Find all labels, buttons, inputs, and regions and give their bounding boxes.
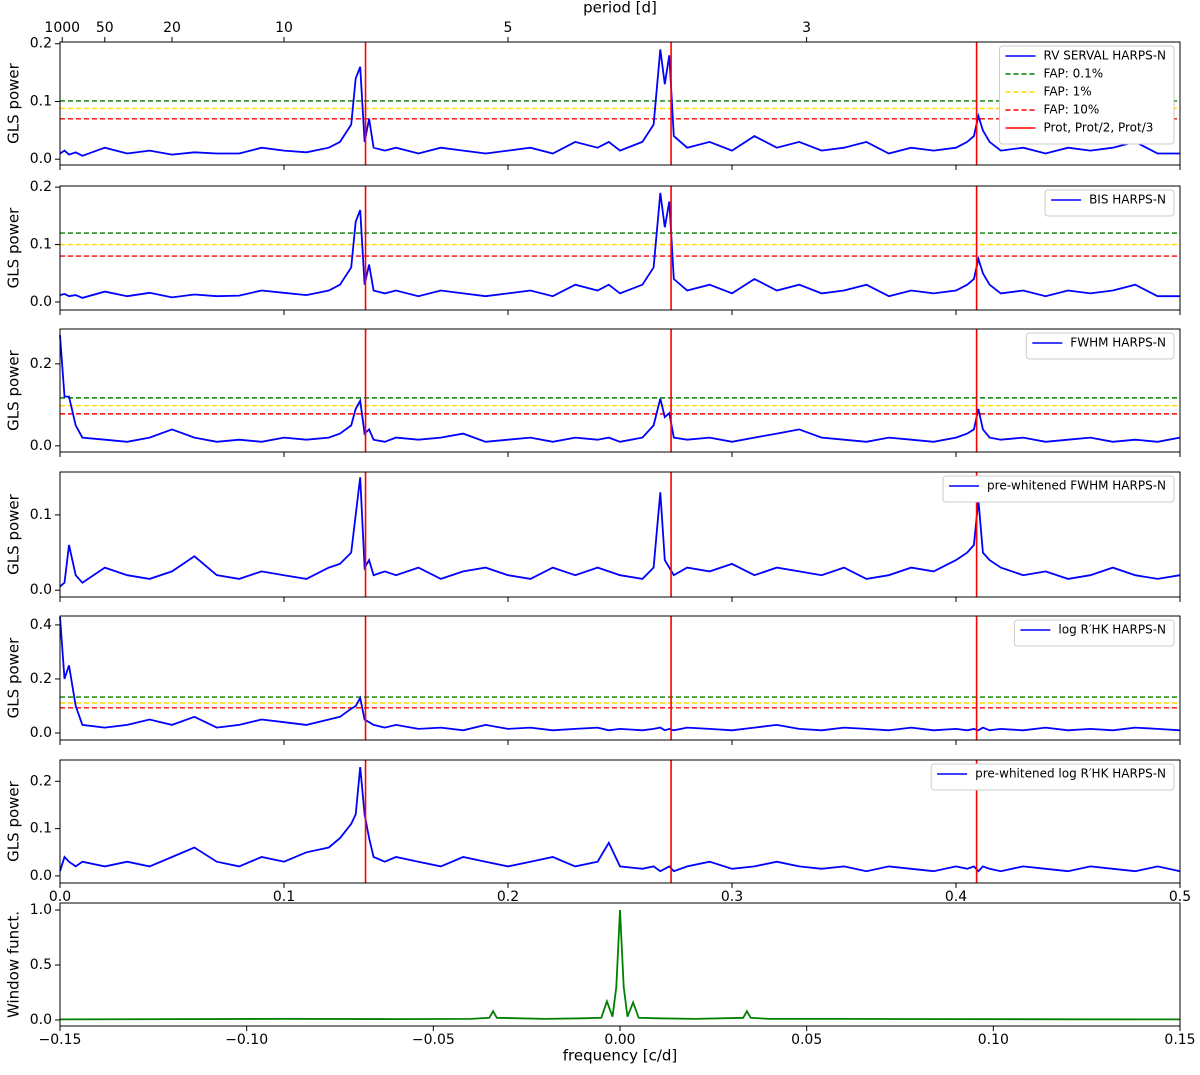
axes-frame: [59, 471, 1181, 598]
x2-axis-label: period [d]: [583, 0, 657, 17]
axes-frame: [59, 902, 1181, 1027]
x2-tick-label: 20: [163, 20, 181, 36]
y-axis-label: GLS power: [5, 780, 23, 861]
y-tick-label: 0.1: [30, 507, 52, 523]
y-tick-label: 0.0: [30, 582, 52, 598]
x-tick-label: 0.2: [497, 889, 519, 905]
y-tick-label: 0.5: [30, 957, 52, 973]
legend-label: Prot, Prot/2, Prot/3: [1044, 121, 1154, 135]
legend-box: [942, 475, 1175, 503]
y-tick-label: 0.1: [30, 237, 52, 253]
x-tick-label: 0.00: [604, 1032, 635, 1048]
x-tick-label: 0.3: [721, 889, 743, 905]
axes-frame: [59, 185, 1181, 311]
x-axis-label: frequency [c/d]: [563, 1047, 678, 1065]
panel: 0.0 0.2 0.4 GLS power log R′HK HARPS-N: [5, 615, 1181, 745]
legend-box: [1013, 619, 1175, 647]
legend: pre-whitened FWHM HARPS-N: [942, 475, 1175, 503]
panel: 0.0 0.2 GLS power FWHM HARPS-N: [5, 328, 1181, 457]
x-tick-label: 0.10: [978, 1032, 1009, 1048]
y-tick-label: 0.0: [30, 868, 52, 884]
series-line: [59, 192, 1180, 299]
y-tick-label: 0.0: [30, 294, 52, 310]
legend-box: [1044, 189, 1175, 217]
x2-tick-label: 3: [802, 20, 811, 36]
legend-label: pre-whitened log R′HK HARPS-N: [975, 767, 1166, 781]
y-tick-label: 0.2: [30, 671, 52, 687]
legend: RV SERVAL HARPS-N FAP: 0.1% FAP: 1% FAP: 10…: [999, 45, 1175, 145]
legend: BIS HARPS-N: [1044, 189, 1175, 217]
x-tick-label: −0.05: [412, 1032, 455, 1048]
x-tick-label: 0.4: [945, 889, 967, 905]
x-tick-label: −0.10: [225, 1032, 268, 1048]
panel: 0.0 0.1 GLS power pre-whitened FWHM HARPS-N: [5, 471, 1181, 602]
panel: 0.0 0.1 0.2 GLS power BIS HARPS-N: [5, 179, 1181, 315]
legend-label: BIS HARPS-N: [1089, 193, 1166, 207]
y-tick-label: 0.0: [30, 1012, 52, 1028]
x2-tick-label: 10: [275, 20, 293, 36]
axes-frame: [59, 328, 1181, 453]
y-tick-label: 0.1: [30, 821, 52, 837]
y-tick-label: 0.2: [30, 356, 52, 372]
y-tick-label: 0.4: [30, 617, 52, 633]
series-line: [59, 616, 1181, 732]
y-axis-label: Window funct.: [5, 911, 23, 1018]
legend-box: [1025, 332, 1175, 360]
y-tick-label: 0.2: [30, 36, 52, 52]
legend: pre-whitened log R′HK HARPS-N: [930, 763, 1175, 791]
legend-box: [999, 45, 1175, 145]
panel: 0.0 0.1 0.2 0.0 0.1 0.2 0.3 0.4 0.5 GLS power pre-…: [5, 759, 1191, 905]
series-line: [59, 335, 1181, 443]
y-tick-label: 1.0: [30, 902, 52, 918]
x2-tick-label: 1000: [44, 20, 80, 36]
x-tick-label: 0.0: [49, 889, 71, 905]
x2-tick-label: 50: [96, 20, 114, 36]
x-tick-label: 0.05: [791, 1032, 822, 1048]
y-tick-label: 0.0: [30, 151, 52, 167]
legend-label: log R′HK HARPS-N: [1058, 623, 1166, 637]
x-tick-label: 0.5: [1169, 889, 1191, 905]
axes-frame: [59, 759, 1181, 884]
legend: log R′HK HARPS-N: [1013, 619, 1175, 647]
y-axis-label: GLS power: [5, 493, 23, 574]
series-line: [59, 909, 1181, 1021]
legend-box: [930, 763, 1175, 791]
axes-frame: [59, 615, 1181, 741]
legend-label: pre-whitened FWHM HARPS-N: [987, 479, 1166, 493]
axes-frame: [59, 41, 1181, 166]
legend-label: FAP: 10%: [1044, 103, 1100, 117]
legend-label: FAP: 1%: [1044, 85, 1092, 99]
y-axis-label: GLS power: [5, 637, 23, 718]
x2-tick-label: 5: [504, 20, 513, 36]
y-tick-label: 0.0: [30, 725, 52, 741]
y-axis-label: GLS power: [5, 349, 23, 430]
y-tick-label: 0.2: [30, 773, 52, 789]
legend-label: FAP: 0.1%: [1044, 67, 1104, 81]
legend-label: RV SERVAL HARPS-N: [1044, 49, 1166, 63]
x-tick-label: 0.1: [273, 889, 295, 905]
panel: 0.0 0.5 1.0 −0.15 −0.10 −0.05 0.00 0.05 0.10 0.15…: [5, 902, 1196, 1064]
y-tick-label: 0.2: [30, 179, 52, 195]
y-tick-label: 0.0: [30, 438, 52, 454]
y-axis-label: GLS power: [5, 62, 23, 143]
x-tick-label: 0.15: [1164, 1032, 1195, 1048]
y-axis-label: GLS power: [5, 207, 23, 288]
legend-label: FWHM HARPS-N: [1070, 336, 1166, 350]
x-tick-label: −0.15: [39, 1032, 82, 1048]
legend: FWHM HARPS-N: [1025, 332, 1175, 360]
y-tick-label: 0.1: [30, 93, 52, 109]
